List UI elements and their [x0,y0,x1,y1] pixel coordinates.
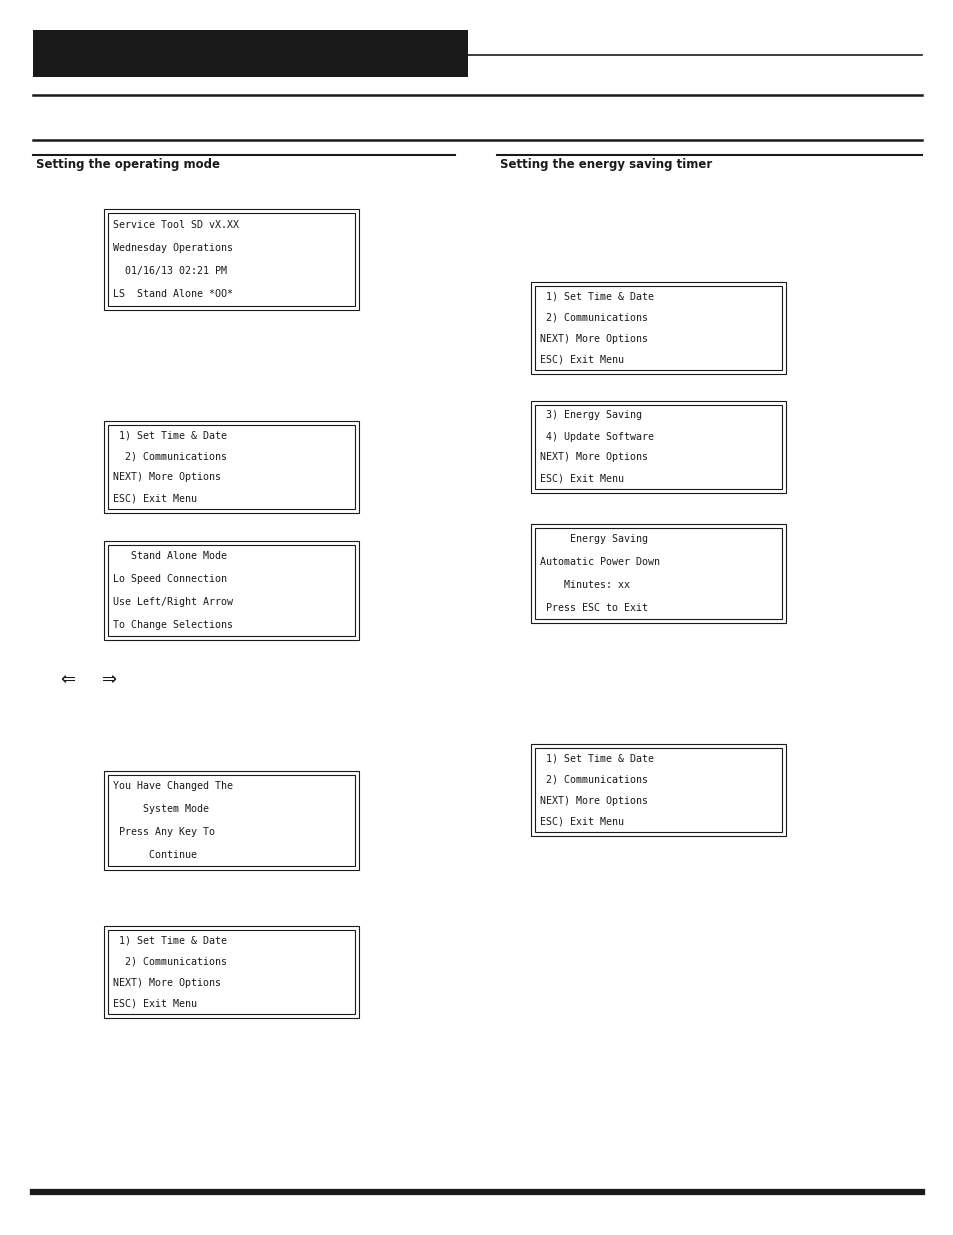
Text: 1) Set Time & Date: 1) Set Time & Date [112,935,227,946]
Bar [108,930,355,1014]
Bar [531,743,785,836]
Text: Setting the energy saving timer: Setting the energy saving timer [499,158,712,170]
Text: 3) Energy Saving: 3) Energy Saving [539,410,641,420]
Text: You Have Changed The: You Have Changed The [112,782,233,792]
Bar [104,209,358,310]
Text: 1) Set Time & Date: 1) Set Time & Date [112,431,227,441]
Text: 2) Communications: 2) Communications [112,956,227,967]
Text: ESC) Exit Menu: ESC) Exit Menu [112,999,196,1009]
Text: ESC) Exit Menu: ESC) Exit Menu [539,473,623,483]
Text: ⇐: ⇐ [60,671,75,689]
Bar [108,545,355,636]
Text: NEXT) More Options: NEXT) More Options [539,795,647,805]
Bar [535,529,781,619]
Text: NEXT) More Options: NEXT) More Options [112,473,220,483]
Text: 1) Set Time & Date: 1) Set Time & Date [539,753,653,763]
Text: Wednesday Operations: Wednesday Operations [112,243,233,253]
Text: 01/16/13 02:21 PM: 01/16/13 02:21 PM [112,266,227,277]
Text: To Change Selections: To Change Selections [112,620,233,630]
Text: 1) Set Time & Date: 1) Set Time & Date [539,291,653,301]
Text: 2) Communications: 2) Communications [539,312,647,322]
Bar [531,401,785,493]
Text: Stand Alone Mode: Stand Alone Mode [112,551,227,562]
Bar [531,524,785,622]
Text: 2) Communications: 2) Communications [112,452,227,462]
Bar [104,541,358,640]
Text: ESC) Exit Menu: ESC) Exit Menu [112,494,196,504]
Text: NEXT) More Options: NEXT) More Options [539,333,647,343]
Bar [104,926,358,1018]
Text: ESC) Exit Menu: ESC) Exit Menu [539,816,623,826]
Text: System Mode: System Mode [112,804,209,814]
Bar [108,212,355,306]
Text: Energy Saving: Energy Saving [539,535,647,545]
Bar [104,771,358,869]
Bar [531,282,785,374]
Bar [535,287,781,370]
Bar [535,748,781,832]
Text: Lo Speed Connection: Lo Speed Connection [112,574,227,584]
Bar [104,421,358,513]
Text: LS  Stand Alone *OO*: LS Stand Alone *OO* [112,289,233,299]
Text: Minutes: xx: Minutes: xx [539,580,629,590]
Text: ⇒: ⇒ [102,671,117,689]
Text: NEXT) More Options: NEXT) More Options [112,977,220,988]
Bar [108,776,355,866]
Text: ESC) Exit Menu: ESC) Exit Menu [539,354,623,364]
Text: Press Any Key To: Press Any Key To [112,827,214,837]
Text: NEXT) More Options: NEXT) More Options [539,452,647,462]
Text: Use Left/Right Arrow: Use Left/Right Arrow [112,597,233,606]
Text: 2) Communications: 2) Communications [539,774,647,784]
Text: Automatic Power Down: Automatic Power Down [539,557,659,567]
Text: Setting the operating mode: Setting the operating mode [36,158,220,170]
Text: 4) Update Software: 4) Update Software [539,431,653,441]
Text: Continue: Continue [112,850,196,860]
Text: Service Tool SD vX.XX: Service Tool SD vX.XX [112,220,238,230]
Bar [535,405,781,489]
Bar [33,30,468,77]
Text: Press ESC to Exit: Press ESC to Exit [539,603,647,613]
Bar [108,425,355,509]
